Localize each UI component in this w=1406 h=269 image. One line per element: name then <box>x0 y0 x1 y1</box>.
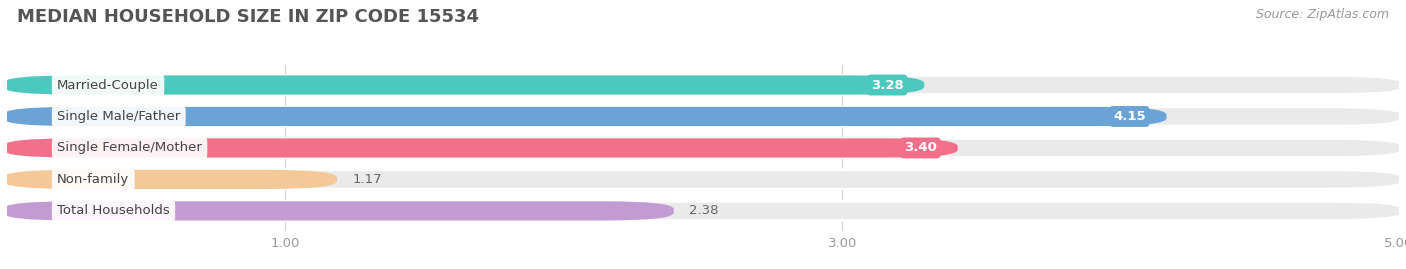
Text: Single Male/Father: Single Male/Father <box>58 110 180 123</box>
FancyBboxPatch shape <box>3 75 1403 95</box>
FancyBboxPatch shape <box>3 138 1403 158</box>
Text: Source: ZipAtlas.com: Source: ZipAtlas.com <box>1256 8 1389 21</box>
Text: Single Female/Mother: Single Female/Mother <box>58 141 202 154</box>
FancyBboxPatch shape <box>3 201 1403 221</box>
FancyBboxPatch shape <box>3 201 673 221</box>
Text: Married-Couple: Married-Couple <box>58 79 159 91</box>
Text: Total Households: Total Households <box>58 204 170 217</box>
FancyBboxPatch shape <box>3 138 957 158</box>
Text: 1.17: 1.17 <box>353 173 382 186</box>
FancyBboxPatch shape <box>3 170 337 189</box>
Text: 2.38: 2.38 <box>689 204 718 217</box>
Text: Non-family: Non-family <box>58 173 129 186</box>
Text: 4.15: 4.15 <box>1114 110 1146 123</box>
FancyBboxPatch shape <box>3 107 1167 126</box>
Text: MEDIAN HOUSEHOLD SIZE IN ZIP CODE 15534: MEDIAN HOUSEHOLD SIZE IN ZIP CODE 15534 <box>17 8 479 26</box>
FancyBboxPatch shape <box>3 75 924 95</box>
FancyBboxPatch shape <box>3 107 1403 126</box>
FancyBboxPatch shape <box>3 170 1403 189</box>
Text: 3.40: 3.40 <box>904 141 936 154</box>
Text: 3.28: 3.28 <box>870 79 904 91</box>
